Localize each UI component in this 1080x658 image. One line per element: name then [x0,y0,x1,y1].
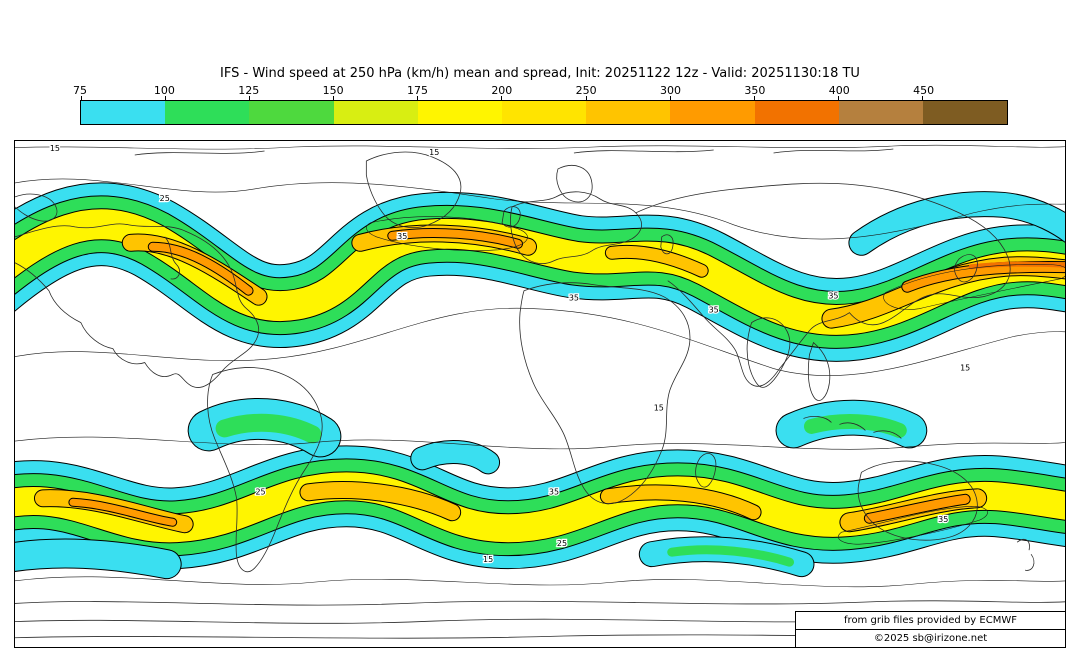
colorbar-tick [417,96,419,101]
colorbar-segment [249,101,334,124]
colorbar-segment [922,101,1008,124]
colorbar-labels: 75 100 125 150 175 200 250 300 350 400 450 [73,84,1008,97]
colorbar-tick-label: 250 [575,84,597,97]
colorbar-tick-label: 450 [913,84,935,97]
colorbar-tick-label: 300 [660,84,682,97]
spread-contour-labels: 15 15 25 35 35 35 35 15 25 35 25 35 15 15 [49,143,972,566]
spread-contour-label: 35 [828,292,838,301]
spread-contour-label: 25 [160,194,170,203]
colorbar-tick [585,96,587,101]
spread-contour-label: 35 [938,515,948,524]
spread-contour-label: 25 [255,487,265,496]
chart-title: IFS - Wind speed at 250 hPa (km/h) mean … [220,66,860,81]
colorbar-tick-label: 200 [491,84,513,97]
colorbar-tick [80,96,82,101]
colorbar-tick [753,96,755,101]
wind-map: 15 15 25 35 35 35 35 15 25 35 25 35 15 15 from grib f… [14,140,1066,648]
credit-text: from grib files provided by ECMWF [796,612,1065,630]
colorbar-tick [669,96,671,101]
colorbar-segment [165,101,250,124]
colorbar-tick [164,96,166,101]
spread-contour-label: 15 [50,144,60,153]
colorbar-tick-label: 400 [828,84,850,97]
spread-contour-label: 35 [569,294,579,303]
wind-speed-bands [15,182,1065,580]
spread-contour-label: 35 [549,487,559,496]
colorbar-tick-label: 175 [406,84,428,97]
colorbar-tick-label: 100 [153,84,175,97]
spread-contour-label: 15 [483,555,493,564]
colorbar [80,96,1008,125]
colorbar-tick [501,96,503,101]
spread-contour-label: 35 [709,306,719,315]
spread-contour-label: 25 [557,539,567,548]
spread-contour-label: 15 [960,364,970,373]
credit-box: from grib files provided by ECMWF ©2025 … [795,611,1065,647]
colorbar-tick-label: 125 [238,84,260,97]
colorbar-tick-label: 350 [744,84,766,97]
colorbar-segment [333,101,418,124]
colorbar-tick [838,96,840,101]
colorbar-segment [838,101,923,124]
colorbar-segment [586,101,671,124]
spread-contour-label: 15 [429,148,439,157]
colorbar-tick-label: 75 [73,84,87,97]
colorbar-segment [417,101,502,124]
colorbar-tick [248,96,250,101]
colorbar-segment [754,101,839,124]
colorbar-segment [670,101,755,124]
map-canvas: 15 15 25 35 35 35 35 15 25 35 25 35 15 15 [15,143,1065,639]
colorbar-segment [81,101,166,124]
colorbar-tick [333,96,335,101]
spread-contour-label: 35 [397,232,407,241]
colorbar-segment [501,101,587,124]
spread-contour-label: 15 [654,403,664,412]
spread-contours [15,144,1065,588]
colorbar-tick-label: 150 [322,84,344,97]
copyright-text: ©2025 sb@irizone.net [873,633,988,644]
colorbar-tick [922,96,924,101]
